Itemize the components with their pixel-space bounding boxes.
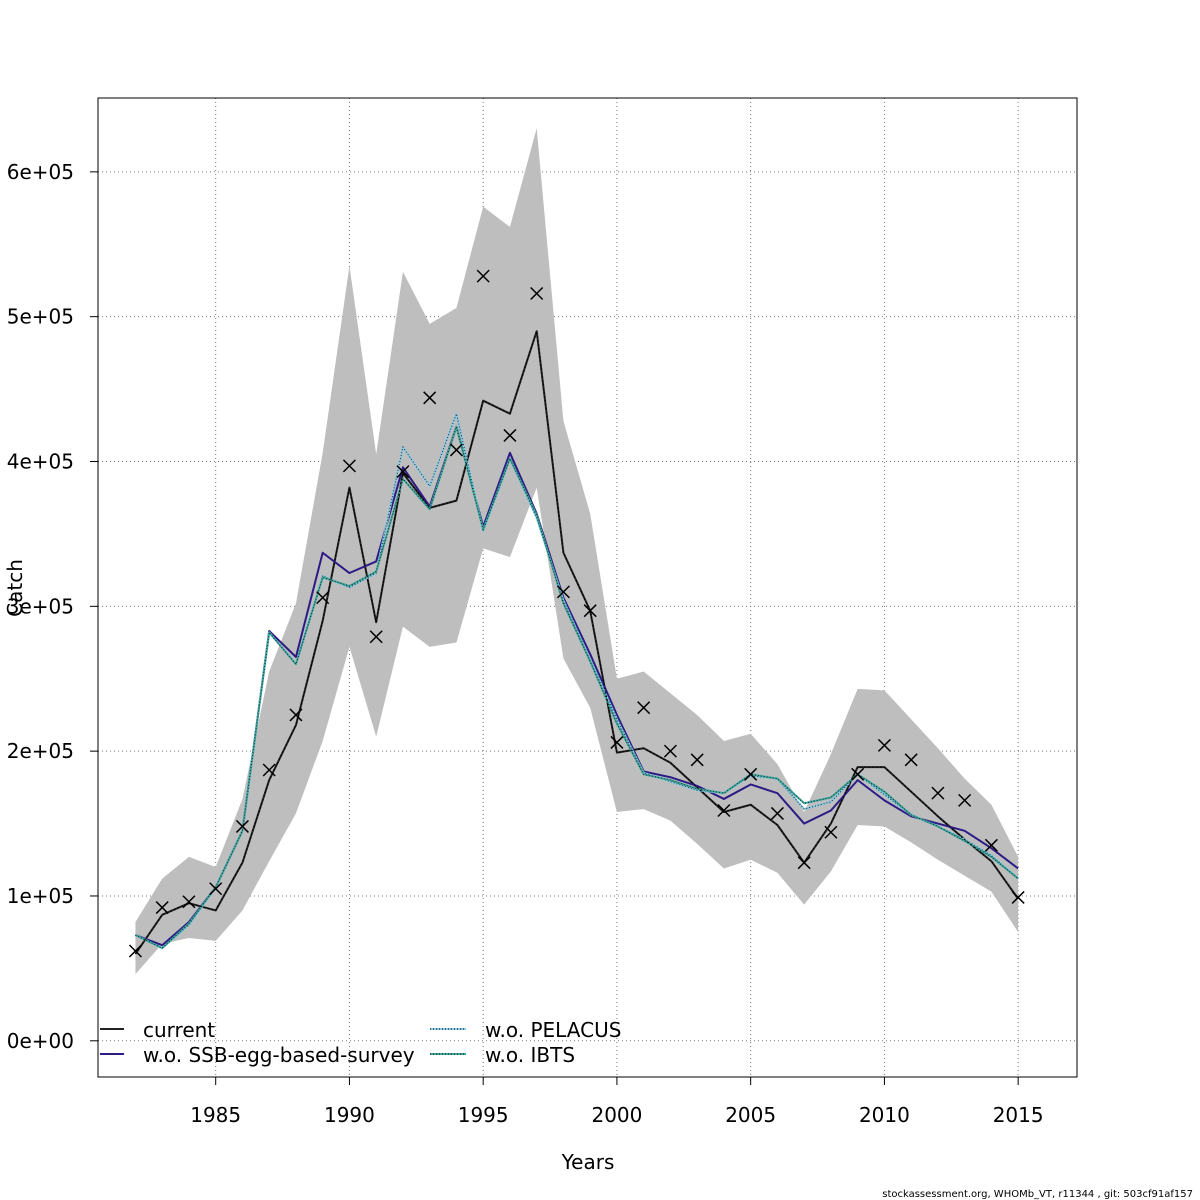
legend-label-current: current (143, 1018, 215, 1042)
plot-frame (97, 97, 1078, 1078)
x-tick-label-1995: 1995 (458, 1103, 509, 1127)
observed-point-1991 (369, 630, 383, 644)
x-tick-label-1990: 1990 (324, 1103, 375, 1127)
series-lines (134, 330, 1019, 955)
observed-point-2005 (744, 767, 758, 781)
observed-point-1992 (396, 465, 410, 479)
observed-point-1998 (556, 585, 570, 599)
series-line-current-overlay (135, 331, 1019, 955)
legend-label-pelacus: w.o. PELACUS (485, 1018, 621, 1042)
observed-point-2003 (690, 753, 704, 767)
x-axis-title: Years (561, 1150, 615, 1174)
observed-markers (128, 269, 1025, 958)
observed-point-1994 (449, 443, 463, 457)
x-tick-label-2005: 2005 (725, 1103, 776, 1127)
observed-point-1982 (128, 944, 142, 958)
legend: current w.o. SSB-egg-based-survey w.o. P… (100, 1018, 621, 1067)
y-tick-label-0: 0e+00 (7, 1029, 74, 1053)
series-line-w-o-ssb-egg-based-survey (135, 425, 1019, 947)
footer-credit: stockassessment.org, WHOMb_VT, r11344 , … (882, 1189, 1193, 1200)
observed-point-2008 (824, 825, 838, 839)
y-tick-label-2: 2e+05 (7, 739, 74, 763)
observed-point-2011 (904, 753, 918, 767)
y-axis-title: Catch (3, 559, 27, 617)
y-axis: 0e+00 1e+05 2e+05 3e+05 4e+05 5e+05 6e+05 (7, 160, 98, 1053)
observed-point-1997 (530, 286, 544, 301)
legend-label-ibts: w.o. IBTS (485, 1043, 575, 1067)
observed-point-1990 (342, 459, 356, 473)
series-line-w-o-ibts (135, 425, 1019, 950)
y-tick-label-4: 4e+05 (7, 450, 74, 474)
x-tick-label-2015: 2015 (993, 1103, 1044, 1127)
observed-point-1985 (209, 882, 223, 896)
observed-point-2007 (797, 856, 811, 870)
observed-point-2013 (958, 793, 972, 807)
observed-point-2009 (851, 767, 865, 781)
observed-point-1989 (316, 591, 330, 605)
observed-point-2014 (984, 838, 998, 852)
confidence-band-area (135, 128, 1019, 975)
observed-point-2004 (717, 803, 731, 818)
y-tick-label-3: 3e+05 (7, 594, 74, 618)
observed-point-2015 (1011, 890, 1025, 904)
observed-point-1987 (262, 763, 276, 777)
observed-point-2002 (663, 744, 677, 758)
observed-point-1996 (503, 428, 517, 442)
confidence-band (135, 128, 1019, 975)
observed-point-1999 (583, 604, 597, 618)
observed-point-1983 (155, 901, 169, 915)
observed-point-1988 (289, 708, 303, 722)
observed-point-2006 (770, 806, 784, 820)
observed-point-2012 (931, 786, 945, 800)
observed-point-1986 (235, 819, 249, 833)
observed-point-2001 (637, 701, 651, 715)
observed-point-1995 (476, 269, 490, 283)
y-tick-label-1: 1e+05 (7, 884, 74, 908)
observed-point-2000 (610, 735, 624, 749)
x-axis: 1985 1990 1995 2000 2005 2010 2015 (190, 1077, 1044, 1127)
x-tick-label-2000: 2000 (591, 1103, 642, 1127)
y-tick-label-6: 6e+05 (7, 160, 74, 184)
x-tick-label-2010: 2010 (859, 1103, 910, 1127)
observed-point-1993 (423, 391, 437, 405)
legend-label-ssb-egg: w.o. SSB-egg-based-survey (143, 1043, 415, 1067)
observed-point-2010 (877, 738, 891, 752)
observed-point-1984 (182, 895, 196, 909)
y-tick-label-5: 5e+05 (7, 305, 74, 329)
x-tick-label-1985: 1985 (190, 1103, 241, 1127)
